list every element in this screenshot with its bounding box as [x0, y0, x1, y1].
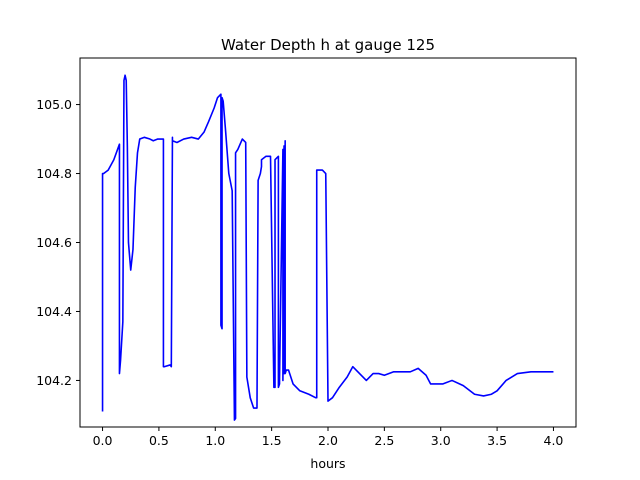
y-axis-ticks: 104.2 104.4 104.6 104.8 105.0 [36, 97, 80, 388]
x-tick-label: 1.0 [205, 433, 225, 448]
y-tick-label: 104.6 [36, 235, 72, 250]
x-tick-label: 0.0 [93, 433, 113, 448]
x-tick-label: 4.0 [544, 433, 564, 448]
x-tick-label: 2.5 [374, 433, 394, 448]
x-tick-label: 1.5 [262, 433, 282, 448]
chart-title: Water Depth h at gauge 125 [221, 36, 435, 54]
series-line-0 [101, 74, 554, 421]
x-tick-label: 3.0 [431, 433, 451, 448]
y-tick-label: 104.2 [36, 373, 72, 388]
x-tick-label: 3.5 [487, 433, 507, 448]
y-tick-label: 104.4 [36, 304, 72, 319]
x-tick-label: 2.0 [318, 433, 338, 448]
plot-frame [79, 57, 577, 428]
x-axis-ticks: 0.0 0.5 1.0 1.5 2.0 2.5 3.0 3.5 4.0 [93, 427, 564, 448]
x-tick-label: 0.5 [149, 433, 169, 448]
y-tick-label: 104.8 [36, 166, 72, 181]
x-axis-label: hours [310, 456, 345, 471]
y-tick-label: 105.0 [36, 97, 72, 112]
plot-area [101, 74, 554, 421]
